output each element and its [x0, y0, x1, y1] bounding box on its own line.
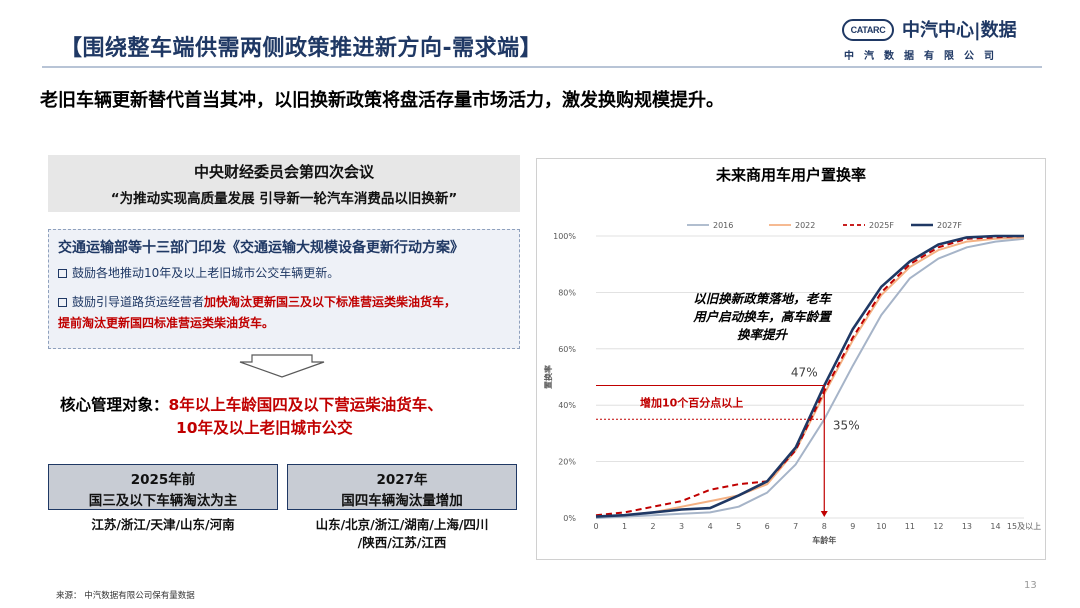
checkbox-square-icon: [58, 269, 67, 278]
x-tick-label: 1: [622, 522, 627, 531]
meeting-panel: 中央财经委员会第四次会议 “为推动实现高质量发展 引导新一轮汽车消费品以旧换新”: [48, 155, 520, 212]
x-tick-label: 5: [736, 522, 741, 531]
catarc-logo-icon: CATARC: [842, 19, 894, 41]
chart-title: 未来商用车用户置换率: [715, 166, 866, 184]
y-tick-label: 100%: [553, 232, 576, 241]
policy-note-line: 以旧换新政策落地，老车: [693, 291, 833, 306]
compare-2027-year: 2027年: [376, 472, 428, 488]
y-tick-label: 0%: [563, 514, 576, 523]
y-tick-label: 20%: [558, 458, 576, 467]
compare-2027-cities: 山东/北京/浙江/湖南/上海/四川 /陕西/江苏/江西: [287, 516, 517, 552]
x-axis-title: 车龄年: [812, 535, 836, 545]
high-value-label: 47%: [791, 365, 818, 379]
legend-label: 2022: [795, 221, 815, 230]
x-tick-label: 8: [822, 522, 827, 531]
x-tick-label: 12: [933, 522, 943, 531]
policy-item-bus-text: 鼓励各地推动10年及以上老旧城市公交车辆更新。: [72, 266, 340, 280]
policy-item-truck-highlight-1: 加快淘汰更新国三及以下标准营运类柴油货车，: [204, 295, 457, 309]
x-tick-label: 0: [593, 522, 598, 531]
core-target-value-2: 10年及以上老旧城市公交: [176, 419, 353, 437]
x-tick-label: 11: [905, 522, 915, 531]
policy-note-line: 用户启动换车，高车龄置: [692, 309, 833, 324]
compare-box-2025: 2025年前 国三及以下车辆淘汰为主: [48, 464, 278, 510]
x-tick-label: 10: [876, 522, 886, 531]
legend-label: 2027F: [937, 221, 962, 230]
y-tick-label: 80%: [558, 288, 576, 297]
compare-2025-cities: 江苏/浙江/天津/山东/河南: [91, 517, 235, 532]
x-tick-label: 6: [765, 522, 770, 531]
series-line-2025F: [595, 235, 1025, 517]
increase-note: 增加10个百分点以上: [640, 395, 743, 409]
x-tick-label: 15及以上: [1007, 522, 1041, 531]
marker-arrowhead-icon: [820, 511, 828, 517]
page-number: 13: [1024, 580, 1037, 591]
policy-note-line: 换率提升: [737, 327, 789, 342]
compare-2025-year: 2025年前: [130, 472, 196, 488]
low-value-label: 35%: [833, 418, 860, 432]
x-tick-label: 2: [651, 522, 656, 531]
page-title: 【围绕整车端供需两侧政策推进新方向-需求端】: [60, 36, 543, 61]
policy-item-bus: 鼓励各地推动10年及以上老旧城市公交车辆更新。: [58, 263, 339, 284]
slide-subtitle: 老旧车辆更新替代首当其冲，以旧换新政策将盘活存量市场活力，激发换购规模提升。: [40, 90, 724, 111]
chart-canvas: 0%20%40%60%80%100%0 1 2 3 4 5 6 7 8 9 10 11 12 13 14 15…: [543, 221, 1041, 545]
x-tick-label: 7: [793, 522, 798, 531]
core-target-value-1: 8年以上车龄国四及以下营运柴油货车、: [168, 396, 443, 414]
x-tick-label: 4: [708, 522, 713, 531]
legend-label: 2025F: [869, 221, 894, 230]
logo-name: 中汽中心|数据: [902, 20, 1017, 41]
logo-subtitle: 中汽数据有限公司: [844, 51, 1004, 62]
series-line-2027F: [595, 234, 1024, 518]
core-target-label: 核心管理对象：: [60, 396, 169, 414]
x-tick-label: 3: [679, 522, 684, 531]
series-line-2016: [595, 237, 1025, 519]
policy-item-truck: 鼓励引导道路货运经营者加快淘汰更新国三及以下标准营运类柴油货车， 提前淘汰更新国四…: [58, 292, 518, 334]
compare-2027-cities-line1: 山东/北京/浙江/湖南/上海/四川: [315, 517, 489, 532]
x-tick-label: 14: [990, 522, 1000, 531]
title-divider: [42, 66, 1042, 68]
core-target: 核心管理对象：8年以上车龄国四及以下营运柴油货车、: [60, 394, 443, 416]
policy-panel: 交通运输部等十三部门印发《交通运输大规模设备更新行动方案》 鼓励各地推动10年及…: [48, 229, 520, 349]
meeting-quote: “为推动实现高质量发展 引导新一轮汽车消费品以旧换新”: [110, 191, 458, 207]
down-arrow-icon: [239, 354, 325, 378]
y-tick-label: 40%: [558, 401, 576, 410]
compare-2025-desc: 国三及以下车辆淘汰为主: [88, 493, 238, 509]
compare-2027-desc: 国四车辆淘汰量增加: [341, 493, 463, 509]
company-logo: CATARC 中汽中心|数据 中汽数据有限公司: [842, 15, 1042, 63]
series-line-2022: [595, 236, 1025, 518]
legend-label: 2016: [713, 221, 733, 230]
replacement-rate-chart: 未来商用车用户置换率 0% 20% 40% 60% 80% 100% 0 1 2 3 4 5 6 7 8 9 1…: [536, 158, 1046, 560]
y-axis-title: 置换率: [543, 365, 553, 389]
y-tick-label: 60%: [558, 345, 576, 354]
policy-title: 交通运输部等十三部门印发《交通运输大规模设备更新行动方案》: [58, 240, 464, 256]
meeting-title: 中央财经委员会第四次会议: [193, 163, 374, 181]
x-tick-label: 13: [962, 522, 972, 531]
source-note: 来源： 中汽数据有限公司保有量数据: [56, 591, 195, 601]
compare-2027-cities-line2: /陕西/江苏/江西: [357, 535, 447, 550]
compare-box-2027: 2027年 国四车辆淘汰量增加: [287, 464, 517, 510]
x-tick-label: 9: [850, 522, 855, 531]
policy-item-truck-highlight-2: 提前淘汰更新国四标准营运类柴油货车。: [58, 316, 275, 330]
checkbox-square-icon: [58, 298, 67, 307]
policy-item-truck-prefix: 鼓励引导道路货运经营者: [72, 295, 205, 309]
